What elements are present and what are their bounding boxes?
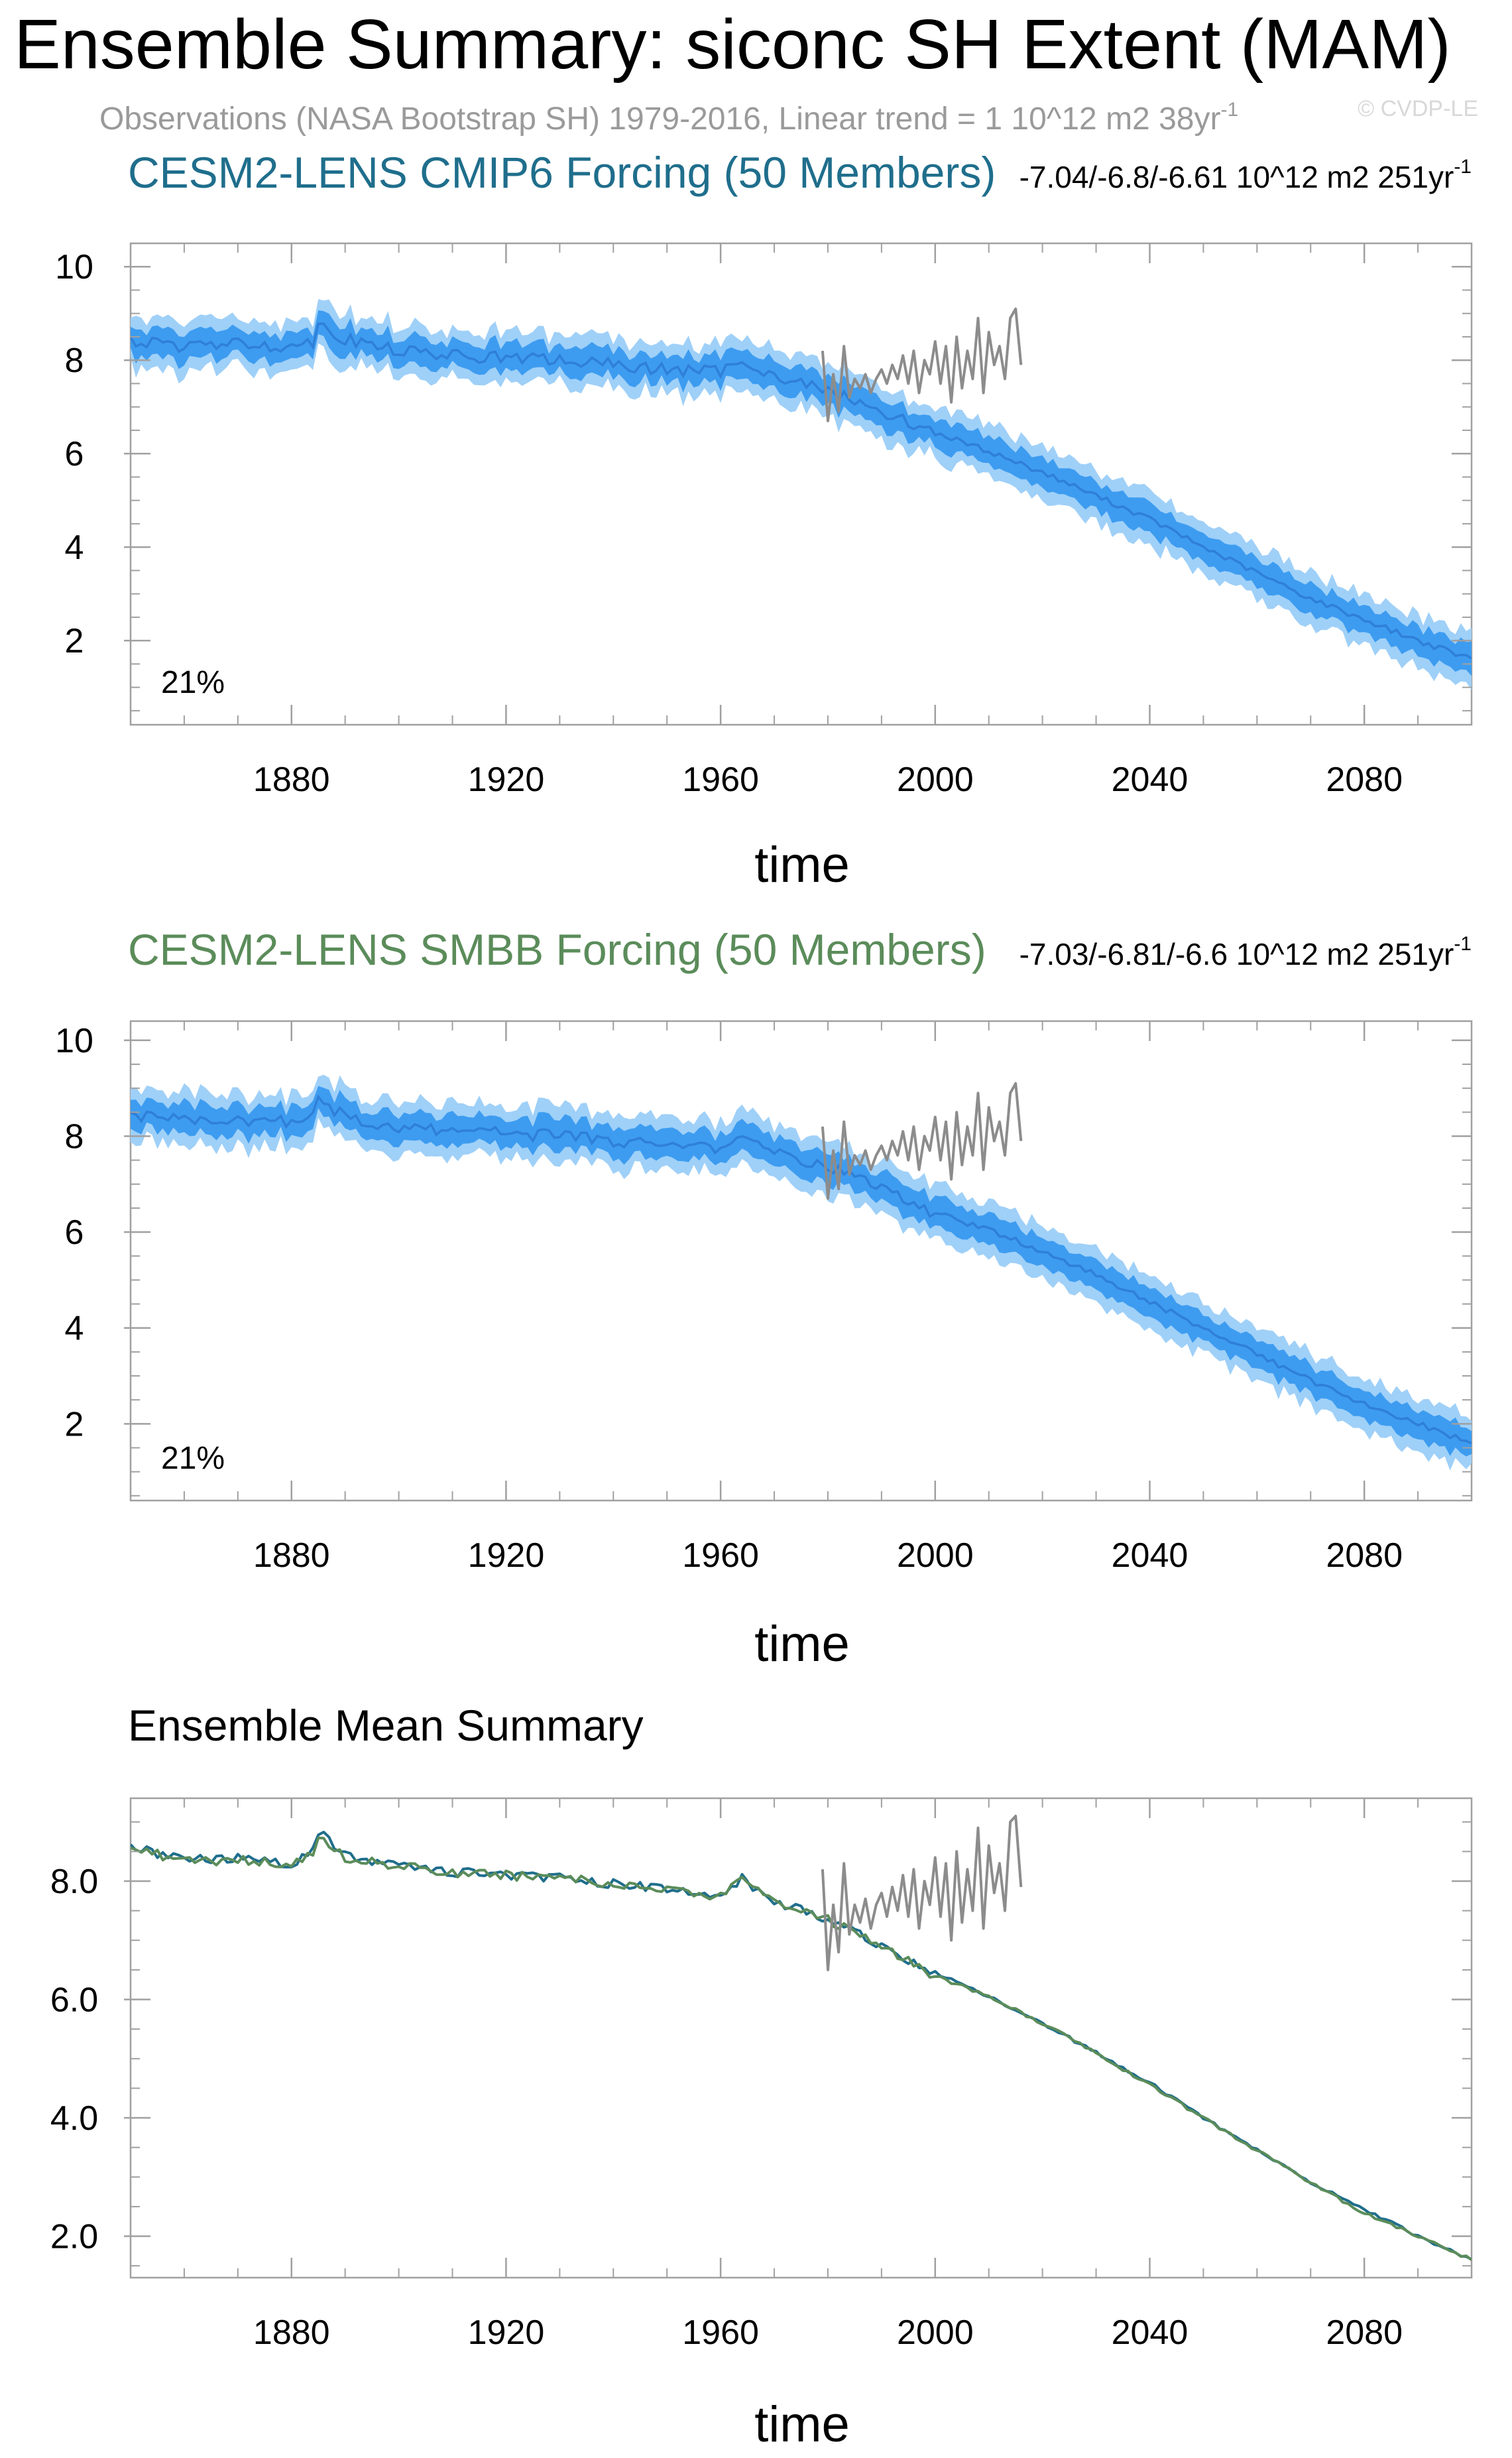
x-tick-label: 2080 [1326,761,1403,799]
figure-subtitle-text: Observations (NASA Bootstrap SH) 1979-20… [99,101,1220,137]
y-tick-label: 8 [65,1118,84,1156]
panel-smbb-percent: 21% [161,1441,225,1476]
observations-line [821,1082,1023,1200]
panel-mean-plot: 1880 1920 1960 2000 2040 2080 2.0 4.0 6.0 8.0 [50,1797,1473,2352]
panel-cmip6-percent: 21% [161,665,225,700]
observations-line [821,1814,1023,1971]
y-tick-label: 2 [65,622,84,660]
y-tick-label: 4 [65,528,84,567]
y-tick-label: 10 [55,1022,93,1060]
panel-cmip6-plot: 1880 1920 1960 2000 2040 2080 2 4 6 8 10 [55,242,1473,799]
panel-smbb-trend: -7.03/-6.81/-6.6 10^12 m2 251yr-1 [1019,933,1472,971]
panel-cmip6-title: CESM2-LENS CMIP6 Forcing (50 Members) [128,148,996,197]
x-tick-label: 1960 [682,2313,759,2352]
ensemble-range-band [131,299,1472,690]
x-tick-label: 2080 [1326,1536,1403,1575]
x-tick-label: 2040 [1112,1536,1189,1575]
panel-cmip6-xlabel: time [754,837,850,893]
panel-smbb: CESM2-LENS SMBB Forcing (50 Members) -7.… [55,925,1473,1672]
x-tick-label: 2080 [1326,2313,1403,2352]
y-tick-label: 8 [65,341,84,380]
panel-cmip6-trend-sup: -1 [1454,156,1472,178]
panel-cmip6-trend-text: -7.04/-6.8/-6.61 10^12 m2 251yr [1019,160,1454,194]
observations-line [821,307,1023,422]
panel-smbb-title: CESM2-LENS SMBB Forcing (50 Members) [128,925,986,974]
x-tick-label: 1920 [468,761,545,799]
x-tick-label: 2040 [1112,2313,1189,2352]
plot-frame [129,1797,1473,2279]
x-tick-label: 1920 [468,2313,545,2352]
x-tick-label: 1880 [253,2313,330,2352]
y-tick-label: 4.0 [50,2099,98,2138]
y-tick-label: 2.0 [50,2218,98,2256]
ensemble-iqr-band [131,1085,1472,1457]
figure-subtitle-sup: -1 [1220,99,1238,121]
panel-smbb-plot: 1880 1920 1960 2000 2040 2080 2 4 6 8 10 [55,1020,1473,1575]
y-tick-label: 6 [65,435,84,473]
series-line-cmip6 [131,1831,1472,2261]
y-tick-label: 6.0 [50,1981,98,2019]
x-tick-label: 2040 [1112,761,1189,799]
panel-smbb-trend-text: -7.03/-6.81/-6.6 10^12 m2 251yr [1019,937,1454,971]
x-tick-label: 1880 [253,1536,330,1575]
x-tick-label: 1960 [682,761,759,799]
figure-subtitle: Observations (NASA Bootstrap SH) 1979-20… [99,99,1238,137]
y-tick-label: 10 [55,248,93,286]
panel-cmip6-trend: -7.04/-6.8/-6.61 10^12 m2 251yr-1 [1019,156,1472,194]
x-tick-label: 2000 [897,2313,974,2352]
ensemble-range-band [131,1075,1472,1471]
ensemble-mean-line [131,1094,1472,1445]
ensemble-mean-line [131,322,1472,660]
panel-cmip6: CESM2-LENS CMIP6 Forcing (50 Members) -7… [55,148,1473,893]
plot-frame [129,242,1473,726]
panel-smbb-trend-sup: -1 [1454,933,1472,955]
panel-smbb-xlabel: time [754,1616,850,1672]
x-tick-label: 1960 [682,1536,759,1575]
x-tick-label: 1920 [468,1536,545,1575]
y-tick-label: 8.0 [50,1863,98,1901]
panel-mean-xlabel: time [754,2396,850,2453]
plot-frame [129,1020,1473,1502]
x-tick-label: 2000 [897,1536,974,1575]
x-tick-label: 1880 [253,761,330,799]
figure-title: Ensemble Summary: siconc SH Extent (MAM) [14,5,1451,84]
y-tick-label: 4 [65,1310,84,1348]
panel-mean: Ensemble Mean Summary 1880 1920 1960 2000 20… [50,1701,1473,2453]
y-tick-label: 2 [65,1405,84,1444]
y-tick-label: 6 [65,1213,84,1252]
series-line-smbb [131,1836,1472,2261]
ensemble-iqr-band [131,310,1472,676]
x-tick-label: 2000 [897,761,974,799]
panel-mean-title: Ensemble Mean Summary [128,1701,644,1750]
watermark: © CVDP-LE [1358,96,1478,121]
